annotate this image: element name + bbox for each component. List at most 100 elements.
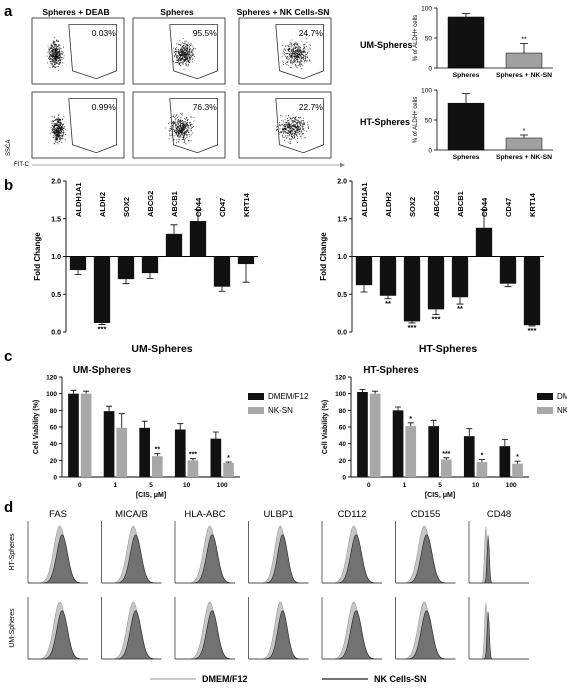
error-bar	[225, 461, 232, 463]
category-label: 100	[217, 482, 228, 489]
panel-letter-c: c	[4, 348, 12, 365]
y-axis-label: SSCA	[6, 140, 12, 156]
legend-swatch	[537, 393, 553, 400]
chart-title: UM-Spheres	[73, 365, 132, 376]
category-label: Spheres	[453, 72, 480, 79]
y-tick-label: 1.5	[51, 216, 61, 223]
bar	[237, 256, 255, 265]
bar	[103, 411, 115, 477]
y-tick-label: 40	[50, 441, 58, 448]
bar	[447, 102, 485, 151]
legend-swatch	[537, 407, 553, 414]
histogram-curve	[175, 610, 235, 660]
panel-a-flow-plots: Spheres + DEAB Spheres Spheres + NK Cell…	[6, 7, 413, 168]
gate-percentage: 22.7%	[299, 102, 324, 112]
y-tick-label: 120	[46, 375, 57, 382]
bar	[141, 256, 159, 274]
error-bar	[456, 297, 464, 305]
error-bar	[170, 224, 178, 234]
error-bar	[122, 279, 130, 285]
gate-polygon	[68, 98, 117, 154]
histogram-curve	[395, 534, 456, 584]
y-tick-label: 0	[428, 148, 432, 155]
error-bar	[212, 431, 219, 439]
category-label: CD44	[194, 197, 203, 217]
error-bar	[118, 413, 125, 428]
bar	[499, 446, 511, 477]
significance-marker: ***	[98, 324, 107, 333]
histogram-curve	[248, 610, 309, 660]
bar	[512, 463, 523, 477]
error-bar	[74, 270, 82, 276]
histogram-curve	[28, 610, 88, 660]
marker-label: HLA-ABC	[184, 509, 225, 520]
y-tick-label: 1.5	[337, 216, 347, 223]
y-tick-label: 20	[50, 458, 58, 465]
legend-swatch	[248, 407, 264, 414]
legend-swatch	[248, 393, 264, 400]
error-bar	[504, 283, 512, 288]
bar	[447, 16, 485, 69]
dot-plot-frame	[31, 17, 125, 85]
bar	[392, 410, 404, 477]
marker-label: CD48	[487, 509, 511, 520]
significance-marker: **	[155, 447, 161, 454]
bar	[355, 256, 373, 286]
category-label: ABCB1	[456, 191, 465, 217]
significance-marker: ***	[408, 323, 417, 332]
histogram-curve	[469, 526, 529, 584]
significance-marker: *	[227, 455, 230, 462]
bar	[223, 462, 234, 477]
chart-title: UM-Spheres	[131, 343, 192, 355]
category-label: 100	[506, 482, 517, 489]
y-tick-label: 100	[421, 6, 432, 13]
gate-polygon	[68, 24, 117, 80]
gate-percentage: 0.03%	[92, 28, 117, 38]
bar-chart-aldh-um: 0 50 100% of ALDH+ cells Spheres ** Spheres +…	[413, 6, 553, 79]
histogram-curve	[322, 610, 382, 660]
fold-change-chart-ht: HT-Spheres 0.0 0.5 1.0 1.5 2.0 Fold Change ALDH…	[319, 179, 544, 355]
error-bar	[430, 419, 437, 427]
bar	[379, 256, 397, 296]
bar	[499, 256, 517, 284]
error-bar	[432, 309, 440, 316]
category-label: ALDH2	[384, 192, 393, 217]
bar	[441, 459, 452, 477]
error-bar	[501, 439, 508, 447]
scatter-dots	[172, 38, 197, 70]
error-bar	[520, 43, 528, 53]
arrow-head-icon	[340, 162, 345, 168]
error-bar	[408, 321, 416, 324]
category-label: 1	[114, 482, 118, 489]
gate-polygon	[275, 98, 325, 154]
scatter-dots	[165, 112, 195, 145]
category-label: SOX2	[408, 197, 417, 217]
gate-percentage: 24.7%	[299, 28, 324, 38]
histogram-curve	[28, 534, 88, 584]
category-label: SOX2	[122, 197, 131, 217]
error-bar	[146, 273, 154, 279]
marker-label: FAS	[49, 509, 67, 520]
legend-label: NK-SN	[557, 406, 567, 415]
bar	[189, 221, 207, 257]
x-axis-label: FIT-C	[14, 162, 30, 168]
significance-marker: ***	[528, 326, 537, 335]
error-bar	[154, 453, 161, 457]
category-label: ALDH2	[98, 192, 107, 217]
marker-label: MICA/B	[115, 509, 148, 520]
y-tick-label: 20	[339, 458, 347, 465]
y-tick-label: 100	[421, 88, 432, 95]
error-bar	[466, 428, 473, 437]
bar	[427, 256, 445, 310]
bar	[523, 256, 541, 326]
gate-polygon	[169, 24, 219, 80]
significance-marker: *	[481, 453, 484, 460]
y-tick-label: 120	[335, 375, 346, 382]
row-label: HT-Spheres	[360, 117, 410, 127]
error-bar	[106, 405, 113, 412]
legend-label: DMEM/F12	[268, 392, 309, 401]
dot-plot-frame	[31, 91, 125, 159]
y-axis-label: % of ALDH+ cells	[413, 15, 419, 62]
legend-label: DMEM/F12	[557, 392, 567, 401]
